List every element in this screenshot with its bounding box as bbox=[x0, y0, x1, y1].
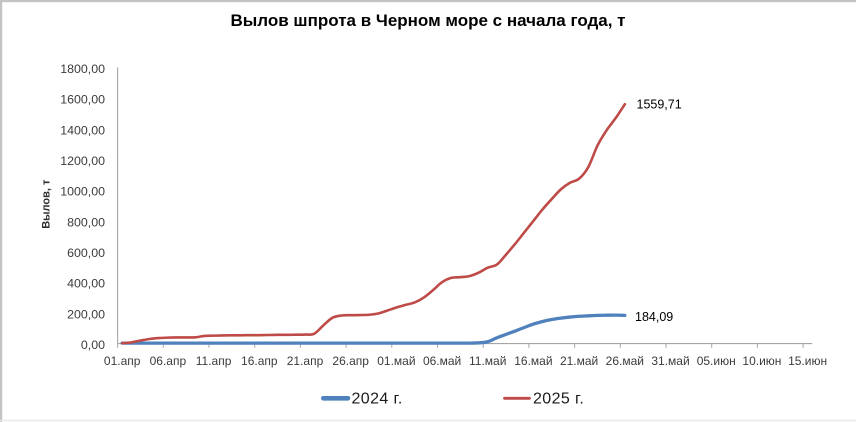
svg-text:10.июн: 10.июн bbox=[742, 354, 781, 368]
svg-text:21.май: 21.май bbox=[560, 354, 598, 368]
svg-text:31.май: 31.май bbox=[651, 354, 689, 368]
svg-text:1200,00: 1200,00 bbox=[60, 154, 105, 168]
svg-text:1400,00: 1400,00 bbox=[60, 123, 105, 137]
svg-text:01.май: 01.май bbox=[377, 354, 415, 368]
svg-text:200,00: 200,00 bbox=[67, 307, 105, 321]
svg-text:184,09: 184,09 bbox=[635, 310, 673, 324]
svg-text:400,00: 400,00 bbox=[67, 277, 105, 291]
svg-text:2024 г.: 2024 г. bbox=[352, 391, 403, 408]
svg-text:21.апр: 21.апр bbox=[287, 354, 324, 368]
svg-text:15.июн: 15.июн bbox=[788, 354, 827, 368]
svg-text:1000,00: 1000,00 bbox=[60, 185, 105, 199]
svg-text:11.май: 11.май bbox=[469, 354, 506, 368]
svg-text:05.июн: 05.июн bbox=[697, 354, 736, 368]
svg-text:2025 г.: 2025 г. bbox=[533, 391, 584, 408]
svg-text:600,00: 600,00 bbox=[67, 246, 105, 260]
svg-text:26.апр: 26.апр bbox=[332, 354, 369, 368]
svg-text:16.май: 16.май bbox=[514, 354, 552, 368]
svg-text:Вылов, т: Вылов, т bbox=[41, 179, 53, 229]
svg-text:16.апр: 16.апр bbox=[241, 354, 278, 368]
svg-text:11.апр: 11.апр bbox=[196, 354, 232, 368]
svg-text:1600,00: 1600,00 bbox=[60, 93, 105, 107]
svg-text:06.апр: 06.апр bbox=[150, 354, 187, 368]
svg-text:800,00: 800,00 bbox=[67, 215, 105, 229]
svg-text:01.апр: 01.апр bbox=[104, 354, 141, 368]
svg-text:Вылов шпрота в Черном море с н: Вылов шпрота в Черном море с начала года… bbox=[230, 11, 625, 30]
svg-text:06.май: 06.май bbox=[423, 354, 461, 368]
svg-text:0,00: 0,00 bbox=[81, 338, 105, 352]
svg-text:1800,00: 1800,00 bbox=[60, 62, 105, 76]
svg-text:1559,71: 1559,71 bbox=[637, 98, 682, 112]
svg-text:26.май: 26.май bbox=[606, 354, 644, 368]
